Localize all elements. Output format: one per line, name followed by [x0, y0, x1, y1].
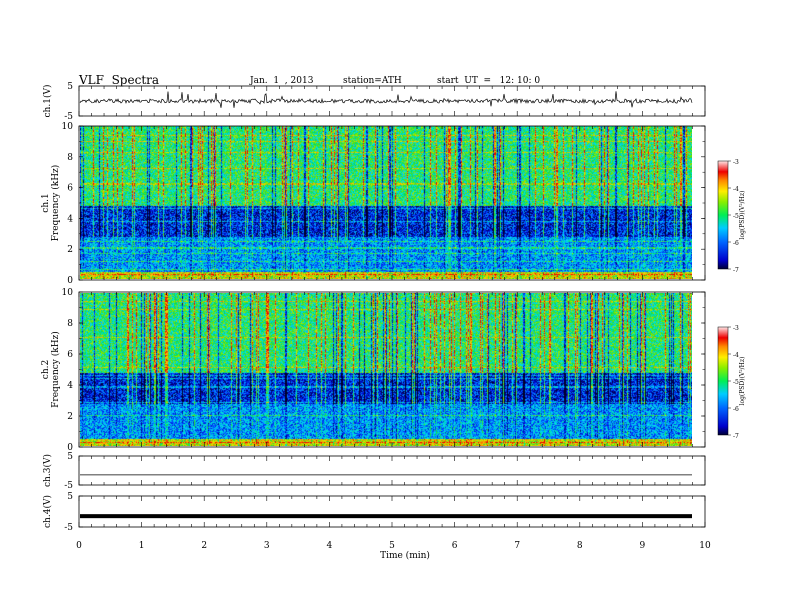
colorbar-tick-label: -3 — [733, 325, 739, 332]
y-tick-label: 0 — [67, 276, 73, 286]
colorbar-tick-label: -3 — [733, 159, 739, 166]
x-tick-label: 7 — [514, 541, 520, 551]
y-tick-label: 2 — [67, 245, 73, 255]
y-tick-label: -5 — [64, 523, 73, 533]
y-tick-label: 0 — [67, 443, 73, 453]
panel-ylabel: ch.1(V) — [42, 85, 53, 118]
panel-ylabel: Frequency (kHz) — [50, 331, 61, 408]
colorbar-tick-label: -6 — [733, 406, 739, 413]
y-tick-label: 6 — [67, 350, 73, 360]
ch2-spectrogram — [80, 293, 692, 446]
y-tick-label: -5 — [64, 112, 73, 122]
ch1-trace — [79, 91, 693, 108]
x-tick-label: 8 — [577, 541, 583, 551]
panel-ylabel: ch.3(V) — [42, 454, 53, 487]
colorbar-tick-label: -7 — [733, 433, 739, 440]
x-tick-label: 3 — [264, 541, 270, 551]
y-tick-label: 8 — [67, 153, 73, 163]
x-tick-label: 10 — [699, 541, 711, 551]
panel-ylabel: ch.4(V) — [42, 495, 53, 528]
date-label: Jan. 1 , 2013 — [250, 76, 314, 86]
station-label: station=ATH — [343, 76, 402, 86]
colorbar — [717, 160, 729, 270]
colorbar-tick-label: -7 — [733, 267, 739, 274]
colorbar — [717, 326, 729, 436]
colorbar-tick-label: -5 — [733, 213, 739, 220]
y-tick-label: 10 — [62, 288, 74, 298]
y-tick-label: 5 — [67, 452, 73, 462]
x-tick-label: 4 — [327, 541, 333, 551]
ch4-trace — [80, 514, 692, 519]
panel-frame-2 — [78, 125, 706, 281]
y-tick-label: 5 — [67, 82, 73, 92]
panel-ylabel: ch.1 — [41, 193, 51, 212]
y-tick-label: 2 — [67, 412, 73, 422]
y-tick-label: 5 — [67, 492, 73, 502]
colorbar-label: log(PSD)(V²/Hz) — [739, 357, 746, 406]
x-axis-label: Time (min) — [380, 550, 430, 561]
panel-frame-3 — [78, 291, 706, 448]
x-tick-label: 0 — [76, 541, 82, 551]
x-tick-label: 1 — [139, 541, 145, 551]
colorbar-tick-label: -6 — [733, 240, 739, 247]
panel-ylabel: ch.2 — [41, 360, 51, 379]
colorbar-label: log(PSD)(V²/Hz) — [739, 191, 746, 240]
chart-title: VLF Spectra — [79, 73, 160, 87]
start-time-label: start UT = 12: 10: 0 — [437, 76, 541, 86]
y-tick-label: 4 — [67, 381, 73, 391]
x-tick-label: 2 — [201, 541, 207, 551]
x-tick-label: 5 — [389, 541, 395, 551]
ch1-spectrogram — [80, 126, 692, 279]
y-tick-label: 10 — [62, 122, 74, 132]
colorbar-tick-label: -4 — [733, 352, 739, 359]
colorbar-tick-label: -5 — [733, 379, 739, 386]
colorbar-tick-label: -4 — [733, 186, 739, 193]
panel-ylabel: Frequency (kHz) — [50, 165, 61, 242]
y-tick-label: 6 — [67, 184, 73, 194]
x-tick-label: 6 — [452, 541, 458, 551]
y-tick-label: -5 — [64, 481, 73, 491]
y-tick-label: 4 — [67, 214, 73, 224]
y-tick-label: 8 — [67, 319, 73, 329]
x-tick-label: 9 — [640, 541, 646, 551]
